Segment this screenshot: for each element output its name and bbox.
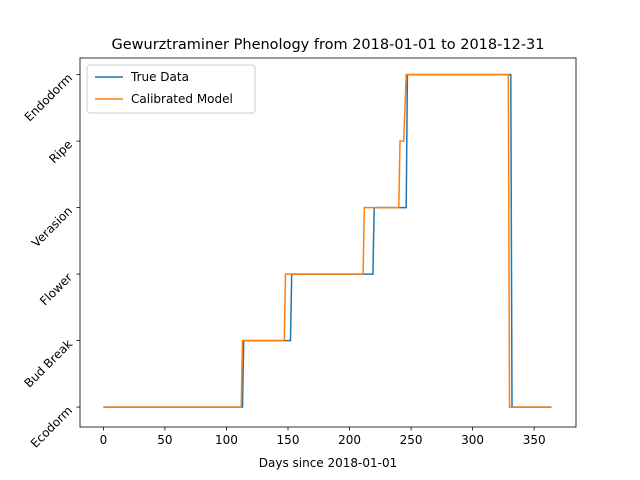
legend-label-0: True Data bbox=[130, 70, 189, 84]
x-tick-label: 50 bbox=[157, 433, 172, 447]
series-line-0 bbox=[103, 73, 552, 408]
x-axis-label: Days since 2018-01-01 bbox=[259, 456, 398, 470]
x-tick-label: 150 bbox=[277, 433, 300, 447]
series-line-1 bbox=[103, 73, 552, 408]
legend-label-1: Calibrated Model bbox=[131, 92, 233, 106]
legend-box bbox=[86, 64, 256, 114]
x-tick-label: 300 bbox=[461, 433, 484, 447]
chart-title: Gewurztraminer Phenology from 2018-01-01… bbox=[111, 37, 544, 53]
legend: True Data Calibrated Model bbox=[86, 64, 256, 114]
series-layer bbox=[103, 73, 552, 408]
x-tick-label: 350 bbox=[523, 433, 546, 447]
x-tick-label: 200 bbox=[338, 433, 361, 447]
x-axis: 0 50 100 150 200 250 300 350 bbox=[100, 427, 546, 447]
x-tick-label: 0 bbox=[100, 433, 108, 447]
x-tick-label: 250 bbox=[400, 433, 423, 447]
x-tick-label: 100 bbox=[215, 433, 238, 447]
plot-frame bbox=[79, 57, 577, 428]
